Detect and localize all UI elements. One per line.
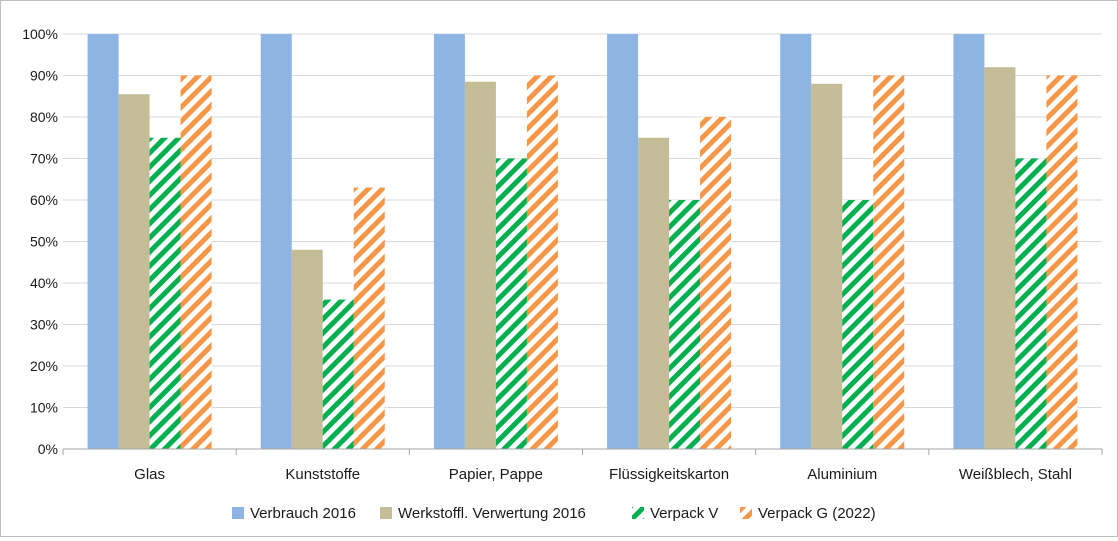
- x-tick-label: Aluminium: [807, 466, 877, 483]
- x-tick-label: Kunststoffe: [285, 466, 360, 483]
- legend-label: Verbrauch 2016: [250, 505, 356, 522]
- legend-swatch: [632, 507, 644, 519]
- legend-item-verbrauch-2016: Verbrauch 2016: [232, 505, 356, 522]
- bars: [87, 34, 1078, 450]
- x-tick-label: Papier, Pappe: [449, 466, 543, 483]
- legend-label: Verpack G (2022): [758, 505, 876, 522]
- y-tick-label: 60%: [30, 192, 58, 208]
- legend-swatch: [380, 507, 392, 519]
- bar-verpack-g-2022-glas: [180, 75, 212, 449]
- gridlines: [63, 33, 1102, 408]
- y-tick-label: 80%: [30, 109, 58, 125]
- bar-verbrauch-2016-wei-blech-stahl: [953, 34, 985, 449]
- bar-werkstoffl-verwertung-2016-kunststoffe: [291, 249, 323, 449]
- y-tick-label: 70%: [30, 151, 58, 167]
- legend-swatch: [740, 507, 752, 519]
- bar-verpack-v-wei-blech-stahl: [1015, 158, 1047, 449]
- x-tick-label: Flüssigkeitskarton: [609, 466, 729, 483]
- bar-verpack-g-2022-kunststoffe: [353, 187, 385, 450]
- legend-label: Werkstoffl. Verwertung 2016: [398, 505, 586, 522]
- y-tick-label: 20%: [30, 358, 58, 374]
- bar-verbrauch-2016-papier-pappe: [433, 34, 465, 449]
- bar-verpack-g-2022-fl-ssigkeitskarton: [700, 117, 732, 449]
- x-axis-category-labels: Glas Kunststoffe Papier, Pappe Flüssigkeits…: [134, 466, 1072, 483]
- bar-werkstoffl-verwertung-2016-wei-blech-stahl: [984, 67, 1016, 449]
- bar-verbrauch-2016-aluminium: [780, 34, 812, 449]
- bar-verbrauch-2016-glas: [87, 34, 119, 449]
- bar-verbrauch-2016-fl-ssigkeitskarton: [607, 34, 639, 449]
- x-axis: [62, 448, 1103, 455]
- y-axis-tick-labels: 0% 10% 20% 30% 40% 50% 60% 70% 80% 90% 100%: [22, 26, 58, 457]
- x-tick-label: Weißblech, Stahl: [959, 466, 1072, 483]
- bar-werkstoffl-verwertung-2016-papier-pappe: [464, 81, 496, 449]
- bar-verpack-v-papier-pappe: [495, 158, 527, 449]
- bar-verbrauch-2016-kunststoffe: [260, 34, 292, 449]
- bar-verpack-v-kunststoffe: [322, 299, 354, 449]
- bar-werkstoffl-verwertung-2016-glas: [118, 94, 150, 450]
- legend-label: Verpack V: [650, 505, 718, 522]
- y-tick-label: 100%: [22, 26, 58, 42]
- y-tick-label: 30%: [30, 317, 58, 333]
- bar-verpack-v-aluminium: [842, 200, 874, 449]
- x-tick-label: Glas: [134, 466, 165, 483]
- y-tick-label: 50%: [30, 234, 58, 250]
- y-tick-label: 90%: [30, 68, 58, 84]
- bar-werkstoffl-verwertung-2016-aluminium: [811, 83, 843, 450]
- legend-swatch: [232, 507, 244, 519]
- legend-item-verpack-g-2022: Verpack G (2022): [740, 505, 876, 522]
- bar-verpack-v-glas: [149, 137, 181, 449]
- bar-verpack-g-2022-aluminium: [873, 75, 905, 449]
- y-tick-label: 40%: [30, 275, 58, 291]
- bar-werkstoffl-verwertung-2016-fl-ssigkeitskarton: [638, 137, 670, 449]
- bar-verpack-g-2022-papier-pappe: [526, 75, 558, 449]
- legend-item-verpack-v: Verpack V: [632, 505, 718, 522]
- bar-verpack-g-2022-wei-blech-stahl: [1046, 75, 1078, 449]
- legend-item-werkstoffl-verwertung-2016: Werkstoffl. Verwertung 2016: [380, 505, 586, 522]
- bar-verpack-v-fl-ssigkeitskarton: [669, 200, 701, 449]
- legend: Verbrauch 2016 Werkstoffl. Verwertung 201…: [232, 505, 876, 522]
- y-tick-label: 10%: [30, 400, 58, 416]
- y-tick-label: 0%: [38, 441, 58, 457]
